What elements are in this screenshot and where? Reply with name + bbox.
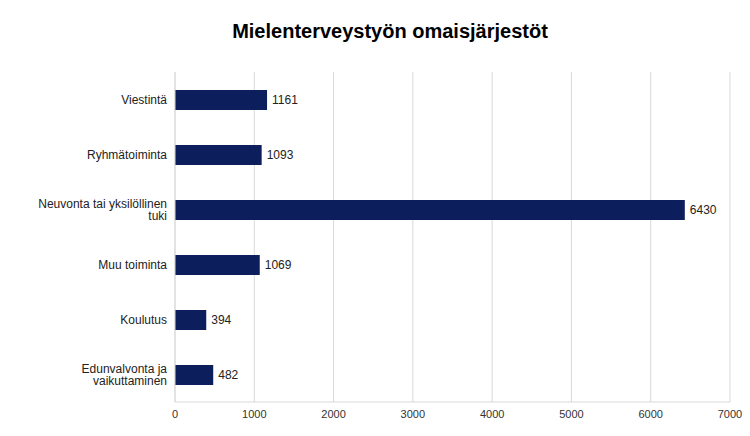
svg-text:Ryhmätoiminta: Ryhmätoiminta <box>87 148 167 162</box>
svg-text:1093: 1093 <box>267 148 294 162</box>
svg-text:Muu toiminta: Muu toiminta <box>98 258 167 272</box>
svg-text:0: 0 <box>172 408 178 420</box>
svg-text:394: 394 <box>211 313 231 327</box>
svg-text:1000: 1000 <box>242 408 266 420</box>
svg-text:4000: 4000 <box>480 408 504 420</box>
svg-text:1069: 1069 <box>265 258 292 272</box>
svg-text:6000: 6000 <box>638 408 662 420</box>
svg-text:Edunvalvonta javaikuttaminen: Edunvalvonta javaikuttaminen <box>82 362 168 388</box>
svg-text:6430: 6430 <box>690 203 717 217</box>
svg-text:1161: 1161 <box>272 93 298 107</box>
svg-text:3000: 3000 <box>401 408 425 420</box>
svg-text:482: 482 <box>218 368 238 382</box>
svg-text:2000: 2000 <box>321 408 345 420</box>
svg-text:Viestintä: Viestintä <box>121 93 167 107</box>
html-text:Mielenterveystyön omaisjärjest: Mielenterveystyön omaisjärjestöt <box>232 20 548 42</box>
svg-text:7000: 7000 <box>718 408 742 420</box>
svg-text:Koulutus: Koulutus <box>120 313 167 327</box>
svg-text:5000: 5000 <box>559 408 583 420</box>
svg-text:Neuvonta tai yksilöllinentuki: Neuvonta tai yksilöllinentuki <box>38 197 167 223</box>
